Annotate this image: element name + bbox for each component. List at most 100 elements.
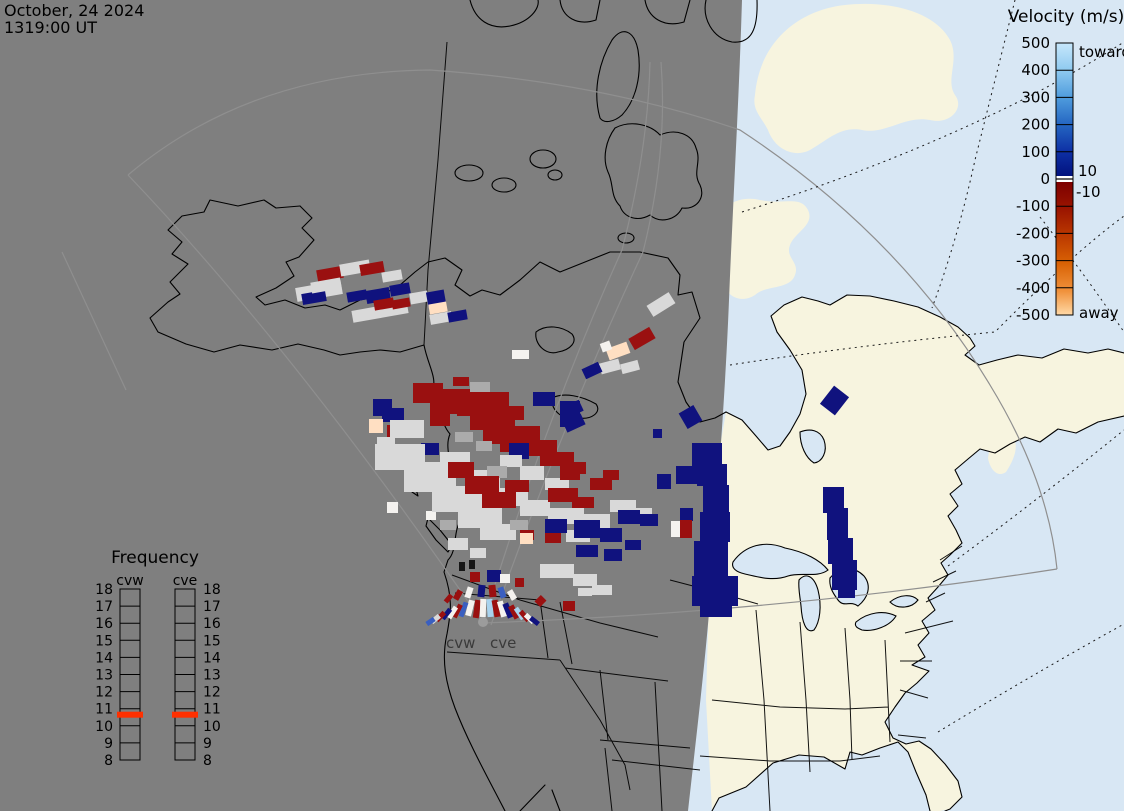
frequency-tick-label: 9 <box>203 736 212 752</box>
coast-great-bear-lake <box>535 326 575 354</box>
echo-cell <box>448 462 474 478</box>
lake-erie <box>854 612 897 631</box>
frequency-tick-label: 12 <box>203 685 221 701</box>
echo-cell <box>428 301 448 315</box>
frequency-col-cve: cve <box>173 573 198 589</box>
echo-cell <box>382 408 404 422</box>
colorbar-tick-label: 400 <box>1021 61 1050 79</box>
frequency-tick-label: 14 <box>95 650 113 666</box>
fov-split-cvw <box>482 61 651 624</box>
echo-cell <box>421 443 439 455</box>
borders-western-states <box>446 592 701 811</box>
echo-cell <box>476 441 492 451</box>
radar-label-cve: cve <box>490 634 516 652</box>
echo-cell <box>618 510 640 524</box>
echo-cell <box>470 382 490 392</box>
echo-cell <box>520 466 544 480</box>
echo-cell <box>506 589 518 601</box>
echo-cell <box>477 584 486 598</box>
echo-cell <box>827 508 848 540</box>
land-nova-scotia <box>988 432 1016 475</box>
echo-cell <box>680 508 693 521</box>
echo-cell <box>487 466 507 478</box>
echo-cell <box>472 599 482 619</box>
echo-cell <box>510 426 540 440</box>
fov-left-edge <box>127 174 484 624</box>
echo-cell <box>359 260 385 277</box>
echo-cell <box>828 538 853 564</box>
echo-cell <box>600 528 622 542</box>
echo-cell <box>440 607 453 621</box>
echo-cell <box>657 474 671 489</box>
colorbar-title: Velocity (m/s) <box>1008 7 1124 27</box>
night-terminator-shade <box>0 0 742 811</box>
echo-cell <box>452 603 463 619</box>
echo-cell <box>576 545 598 557</box>
frequency-tick-label: 16 <box>95 616 113 632</box>
coast-top-islands <box>469 0 758 43</box>
colorbar-tick-label: -300 <box>1016 252 1050 270</box>
frequency-tick-label: 16 <box>203 616 221 632</box>
echo-cell <box>578 588 592 596</box>
echo-cell <box>640 514 658 526</box>
coast-atlantic-gulf <box>711 294 1124 811</box>
lake-winnipeg <box>799 429 826 464</box>
echo-cell <box>452 589 464 601</box>
echo-cell <box>676 466 698 484</box>
echo-cell <box>697 464 727 486</box>
echo-cell <box>465 599 475 617</box>
echo-cell <box>610 500 636 512</box>
title-time: 1319:00 UT <box>4 18 97 37</box>
echo-cell <box>700 512 730 542</box>
borders-midwest-states <box>699 609 891 811</box>
echo-cell <box>581 361 603 380</box>
fov-outer-arc <box>127 69 1058 570</box>
echo-cell <box>510 520 528 530</box>
colorbar-tick-label: 300 <box>1021 88 1050 106</box>
echo-cell <box>680 520 692 538</box>
colorbar-tick-label: -500 <box>1016 306 1050 324</box>
echo-cell <box>703 485 729 513</box>
echo-cell <box>628 326 656 351</box>
echo-cell <box>560 401 580 427</box>
echo-cell <box>545 533 561 543</box>
echo-cell <box>572 497 594 508</box>
frequency-marker <box>172 711 198 718</box>
echo-cell <box>700 605 732 617</box>
echo-cell <box>520 500 550 516</box>
echo-cell <box>604 549 622 561</box>
colorbar-tick-label: -100 <box>1016 197 1050 215</box>
echo-cell <box>653 429 662 438</box>
echo-cell <box>458 601 469 618</box>
echo-cell <box>694 541 728 577</box>
echo-cell <box>387 502 398 513</box>
frequency-tick-label: 8 <box>104 753 113 769</box>
frequency-tick-label: 17 <box>203 599 221 615</box>
echo-cell <box>671 521 680 537</box>
echo-cell <box>590 478 612 490</box>
frequency-legend: Frequency cvw cve 1817161514131211109818… <box>95 548 221 769</box>
frequency-tick-label: 14 <box>203 650 221 666</box>
radar-echo-cells <box>295 259 857 627</box>
echo-cell <box>469 560 475 569</box>
day-land-fills <box>706 3 1124 811</box>
radar-site-marker <box>478 617 488 627</box>
echo-cell <box>301 289 327 306</box>
echo-cell <box>413 383 443 403</box>
coast-small-island-4 <box>547 169 563 181</box>
echo-cell <box>508 604 520 620</box>
fov-right-edge <box>482 568 1058 624</box>
coast-victoria-island <box>604 123 703 221</box>
echo-cell <box>430 400 458 414</box>
echo-cell <box>573 574 597 586</box>
echo-cell <box>563 601 575 611</box>
echo-cell <box>505 480 529 492</box>
state-borders <box>423 41 963 811</box>
echo-cell <box>520 533 533 544</box>
echo-cell <box>534 594 547 608</box>
land-eastern-mainland <box>706 295 1124 811</box>
colorbar-tick-label: -200 <box>1016 224 1050 242</box>
echo-cell <box>515 578 524 587</box>
